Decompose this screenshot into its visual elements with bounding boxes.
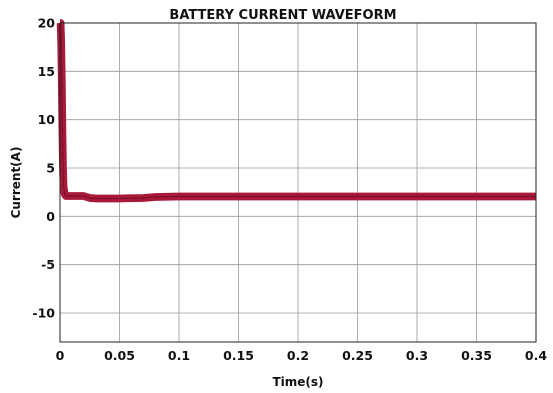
y-tick-label: 5	[46, 161, 55, 176]
x-tick-label: 0.05	[104, 348, 135, 363]
tick-labels: 0 0.05 0.1 0.15 0.2 0.25 0.3 0.35 0.4 -10 -5 0 5 10 15…	[32, 16, 547, 364]
grid	[60, 23, 536, 342]
x-axis-label: Time(s)	[272, 375, 323, 389]
y-tick-label: 20	[38, 16, 56, 31]
plot-border	[59, 22, 537, 343]
y-tick-label: 15	[38, 64, 55, 79]
y-axis-label: Current(A)	[9, 147, 23, 219]
y-tick-label: 0	[46, 209, 55, 224]
x-tick-label: 0.35	[461, 348, 492, 363]
y-tick-label: -5	[41, 257, 55, 272]
series-layer	[56, 19, 536, 203]
x-tick-label: 0.3	[406, 348, 428, 363]
x-tick-label: 0	[56, 348, 65, 363]
y-tick-label: 10	[38, 112, 56, 127]
x-tick-label: 0.1	[168, 348, 190, 363]
x-tick-label: 0.25	[342, 348, 373, 363]
x-tick-label: 0.15	[223, 348, 254, 363]
x-tick-label: 0.2	[287, 348, 309, 363]
y-tick-label: -10	[32, 306, 55, 321]
x-tick-label: 0.4	[525, 348, 547, 363]
series-line-core	[59, 22, 536, 200]
chart-title: BATTERY CURRENT WAVEFORM	[169, 8, 396, 23]
